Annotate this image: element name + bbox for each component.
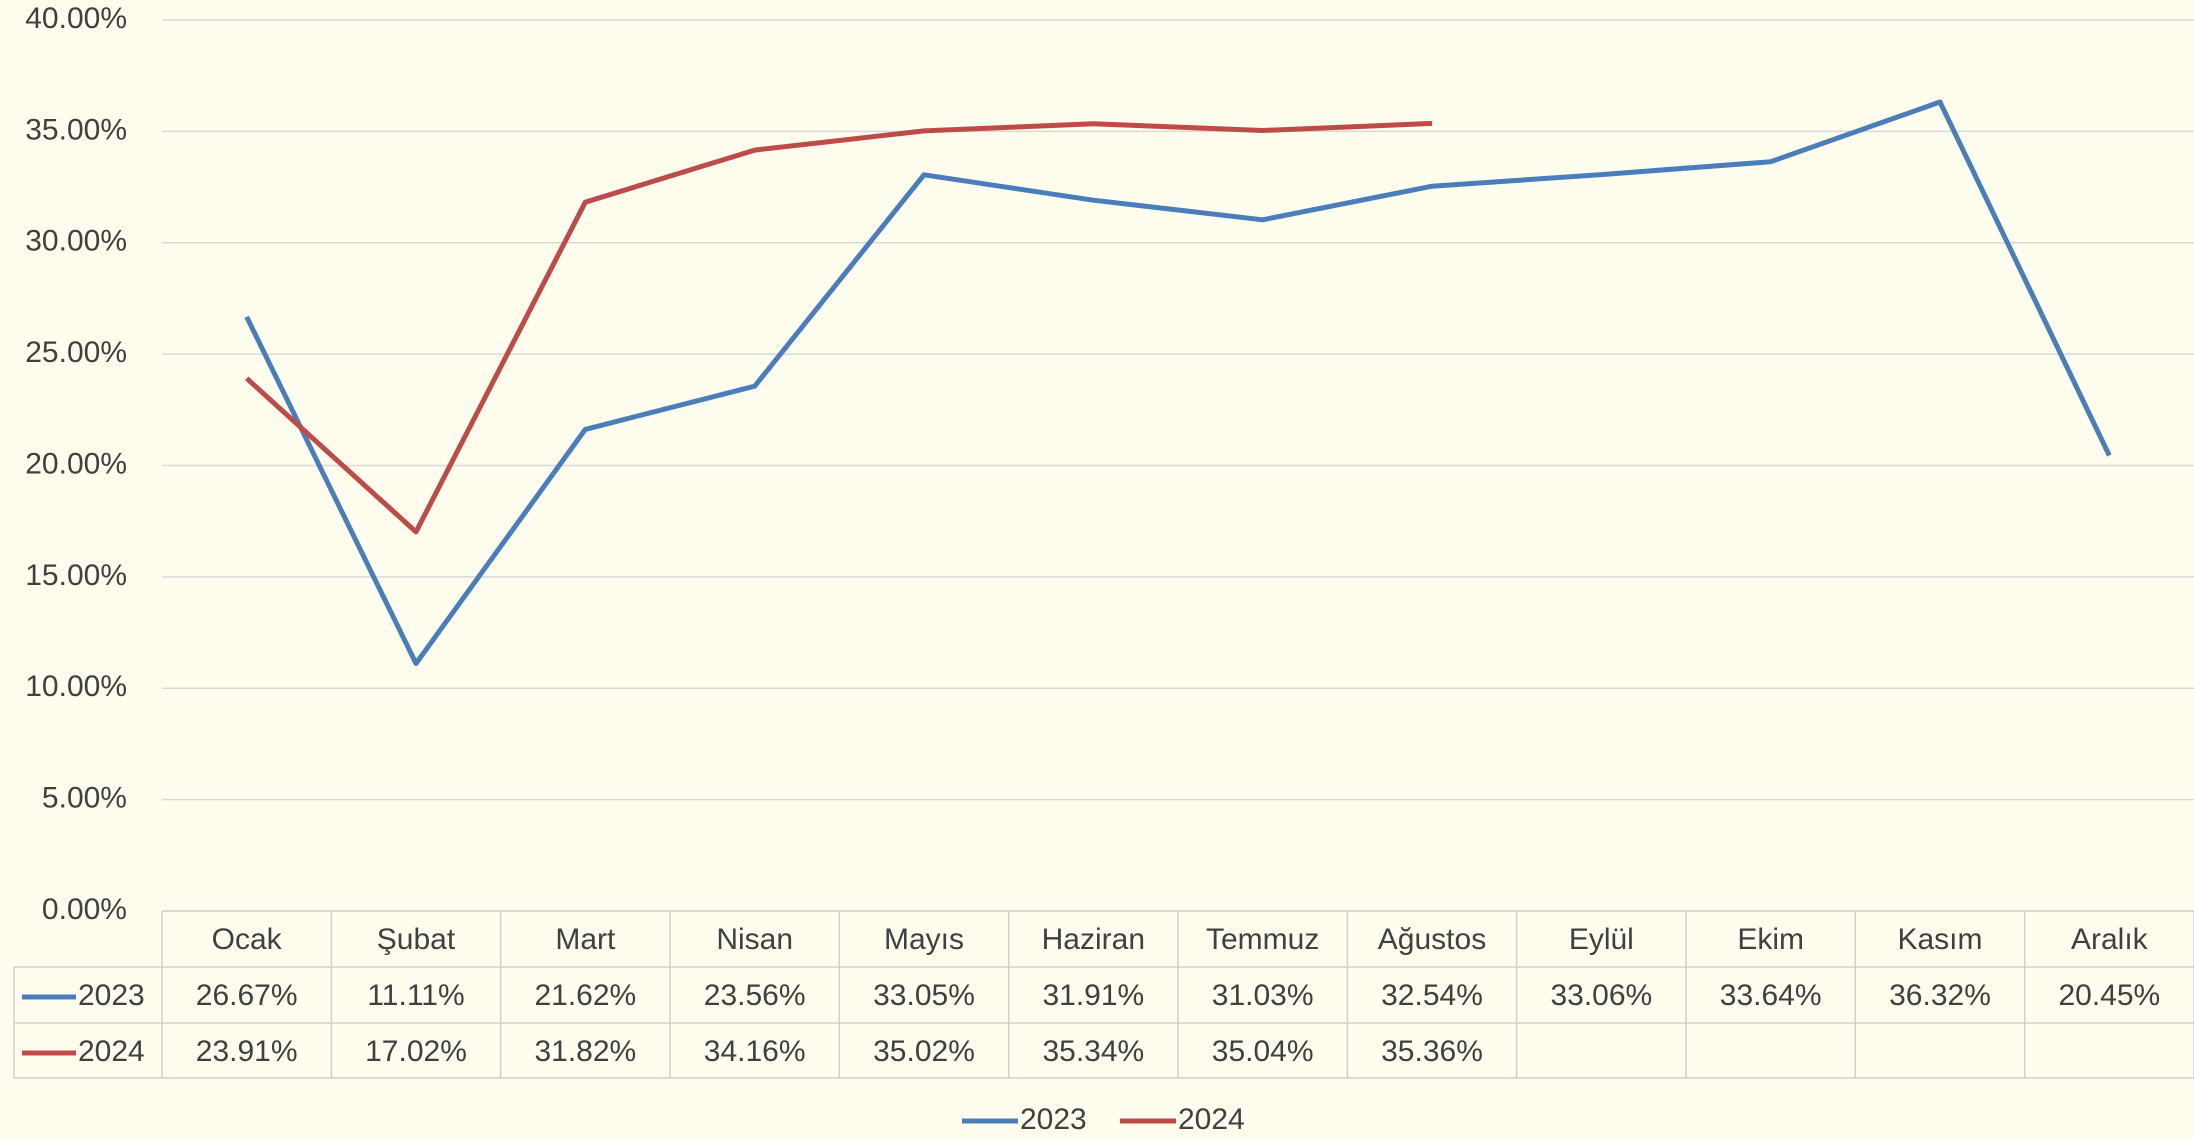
table-cell: 33.05%: [873, 979, 975, 1012]
table-cell: 33.06%: [1550, 979, 1652, 1012]
y-tick-label: 5.00%: [42, 782, 127, 815]
table-cell: 26.67%: [196, 979, 298, 1012]
table-cell: 34.16%: [704, 1035, 806, 1068]
y-tick-label: 0.00%: [42, 893, 127, 926]
series-line: [244, 99, 2112, 666]
y-tick-label: 30.00%: [25, 225, 127, 258]
x-tick-label: Nisan: [716, 923, 793, 956]
x-tick-label: Mart: [555, 923, 616, 956]
table-cell: 31.91%: [1042, 979, 1144, 1012]
x-tick-label: Eylül: [1569, 923, 1634, 956]
table-cell: 32.54%: [1381, 979, 1483, 1012]
series-line: [245, 120, 1433, 535]
table-row-label: 2023: [78, 979, 145, 1012]
y-tick-label: 25.00%: [25, 336, 127, 369]
table-cell: 31.03%: [1212, 979, 1314, 1012]
table-cell: 11.11%: [367, 979, 464, 1012]
table-cell: 35.36%: [1381, 1035, 1483, 1068]
x-tick-label: Mayıs: [884, 923, 964, 956]
table-cell: 35.04%: [1212, 1035, 1314, 1068]
table-cell: 31.82%: [534, 1035, 636, 1068]
table-cell: 36.32%: [1889, 979, 1991, 1012]
x-tick-label: Temmuz: [1206, 923, 1319, 956]
y-tick-label: 20.00%: [25, 447, 127, 480]
table-cell: 17.02%: [365, 1035, 467, 1068]
legend-label: 2024: [1178, 1103, 1245, 1136]
table-cell: 23.91%: [196, 1035, 298, 1068]
x-tick-label: Kasım: [1897, 923, 1982, 956]
table-cell: 33.64%: [1720, 979, 1822, 1012]
table-cell: 23.56%: [704, 979, 806, 1012]
x-tick-label: Aralık: [2071, 923, 2149, 956]
table-row-label: 2024: [78, 1035, 145, 1068]
y-tick-label: 15.00%: [25, 559, 127, 592]
table-cell: 21.62%: [534, 979, 636, 1012]
table-cell: 35.34%: [1042, 1035, 1144, 1068]
x-tick-label: Şubat: [377, 923, 456, 956]
table-cell: 35.02%: [873, 1035, 975, 1068]
y-tick-label: 40.00%: [25, 2, 127, 35]
legend-label: 2023: [1020, 1103, 1087, 1136]
table-cell: 20.45%: [2058, 979, 2160, 1012]
y-tick-label: 10.00%: [25, 670, 127, 703]
x-tick-label: Ocak: [212, 923, 283, 956]
x-tick-label: Haziran: [1042, 923, 1145, 956]
y-tick-label: 35.00%: [25, 113, 127, 146]
x-tick-label: Ağustos: [1378, 923, 1486, 956]
x-tick-label: Ekim: [1737, 923, 1804, 956]
